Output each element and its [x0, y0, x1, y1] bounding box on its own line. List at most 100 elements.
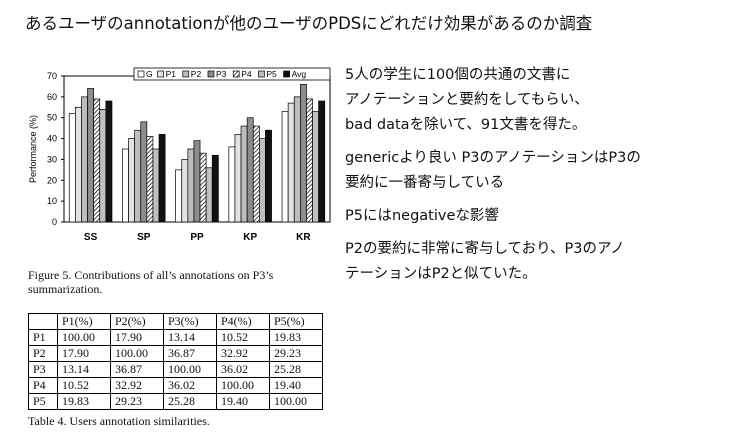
note-line: P5にはnegativeな影響	[345, 208, 499, 224]
bar	[122, 148, 129, 223]
bar	[300, 83, 307, 223]
bar	[158, 134, 166, 223]
table-cell: 10.52	[216, 329, 270, 346]
table-cell: 13.14	[57, 361, 111, 378]
table-cell: 17.90	[57, 345, 111, 362]
legend-label: P4	[241, 69, 252, 79]
figure-caption-line-2: summarization.	[28, 282, 103, 296]
bar	[134, 129, 142, 223]
bar	[252, 125, 260, 223]
figure-caption-line-1: Figure 5. Contributions of all’s annotat…	[28, 268, 274, 282]
table-cell: 19.40	[269, 377, 323, 394]
table-cell: P3	[28, 361, 58, 378]
table-header-cell: P3(%)	[163, 313, 217, 330]
table-cell: 36.87	[110, 361, 164, 378]
table-cell: 100.00	[163, 361, 217, 378]
table-cell: 36.02	[216, 361, 270, 378]
table-cell: 100.00	[57, 329, 111, 346]
table-cell: 19.83	[269, 329, 323, 346]
x-tick-label: PP	[190, 232, 204, 243]
note-line: bad dataを除いて、91文書を得た。	[345, 117, 587, 133]
note-line: 5人の学生に100個の共通の文書に	[345, 67, 571, 83]
table-cell: 36.87	[163, 345, 217, 362]
table-cell: 32.92	[216, 345, 270, 362]
legend-swatch	[232, 70, 240, 78]
table-header-row: P1(%) P2(%) P3(%) P4(%) P5(%)	[28, 313, 323, 330]
table-header-cell: P1(%)	[57, 313, 111, 330]
table-cell: 29.23	[110, 393, 164, 410]
legend-label: P5	[266, 69, 277, 79]
table-cell: P5	[28, 393, 58, 410]
table-row: P1 100.00 17.90 13.14 10.52 19.83	[28, 329, 323, 346]
table-cell: 100.00	[216, 377, 270, 394]
bar	[265, 129, 272, 223]
bar	[199, 152, 207, 223]
table-cell: 100.00	[110, 345, 164, 362]
bar	[181, 159, 189, 223]
bar	[246, 117, 254, 223]
table-cell: P4	[28, 377, 58, 394]
y-tick-label: 0	[52, 217, 57, 227]
bar	[293, 96, 301, 223]
bar	[318, 100, 326, 223]
table-cell: 32.92	[110, 377, 164, 394]
bar	[81, 96, 88, 223]
x-tick-label: KR	[296, 232, 311, 243]
note-paragraph: P2の要約に非常に寄与しており、P3のアノ テーションはP2と似ていた。	[345, 237, 737, 287]
bar	[234, 134, 242, 223]
bar	[205, 167, 213, 223]
table-caption: Table 4. Users annotation similarities.	[28, 414, 210, 428]
note-line: genericより良い P3のアノテーションはP3の	[345, 150, 641, 166]
bar	[105, 100, 113, 223]
bar	[128, 138, 136, 223]
y-tick-label: 20	[47, 175, 57, 185]
y-tick-label: 50	[47, 113, 57, 123]
bar	[68, 113, 76, 223]
similarity-table: P1(%) P2(%) P3(%) P4(%) P5(%) P1 100.00 …	[28, 313, 323, 410]
y-tick-label: 60	[47, 92, 57, 102]
bar	[259, 138, 266, 223]
note-line: 要約に一番寄与している	[345, 175, 505, 191]
table-cell: 29.23	[269, 345, 323, 362]
bar-chart: 0 10 20 30 40 50 60 70 Performance (%) SS SP PP KP KR…	[18, 66, 336, 266]
y-tick-label: 40	[47, 134, 57, 144]
bar	[152, 148, 160, 223]
note-line: テーションはP2と似ていた。	[345, 266, 537, 282]
legend-swatch	[137, 70, 145, 78]
bar	[228, 146, 236, 223]
legend-label: Avg	[292, 69, 307, 79]
figure-caption: Figure 5. Contributions of all’s annotat…	[28, 268, 338, 296]
y-tick-label: 30	[47, 154, 57, 164]
table-cell: P1	[28, 329, 58, 346]
bar	[99, 109, 107, 223]
table-row: P2 17.90 100.00 36.87 32.92 29.23	[28, 345, 323, 362]
note-paragraph: genericより良い P3のアノテーションはP3の 要約に一番寄与している	[345, 146, 737, 196]
table-cell: 13.14	[163, 329, 217, 346]
table-row: P3 13.14 36.87 100.00 36.02 25.28	[28, 361, 323, 378]
x-tick-label: SP	[137, 232, 151, 243]
bar	[187, 148, 195, 223]
table-header-cell: P2(%)	[110, 313, 164, 330]
bar	[74, 106, 82, 223]
legend-swatch	[207, 70, 215, 78]
table-cell: 25.28	[163, 393, 217, 410]
note-line: アノテーションと要約をしてもらい、	[345, 92, 589, 108]
legend-label: G	[146, 69, 153, 79]
bar	[312, 111, 319, 223]
table-cell: 19.40	[216, 393, 270, 410]
note-paragraph: 5人の学生に100個の共通の文書に アノテーションと要約をしてもらい、 bad …	[345, 63, 737, 138]
table-header-cell: P5(%)	[269, 313, 323, 330]
y-tick-label: 70	[47, 71, 57, 81]
legend-label: P2	[191, 69, 202, 79]
table-cell: 25.28	[269, 361, 323, 378]
bar	[306, 98, 313, 223]
slide-title: あるユーザのannotationが他のユーザのPDSにどれだけ効果があるのか調査	[25, 14, 593, 33]
y-tick-label: 10	[47, 196, 57, 206]
bar	[93, 98, 101, 223]
table-header-cell	[28, 313, 58, 330]
note-line: P2の要約に非常に寄与しており、P3のアノ	[345, 241, 625, 257]
legend-label: P3	[216, 69, 227, 79]
bar	[287, 102, 295, 223]
bar	[146, 136, 154, 223]
bar	[140, 121, 148, 223]
